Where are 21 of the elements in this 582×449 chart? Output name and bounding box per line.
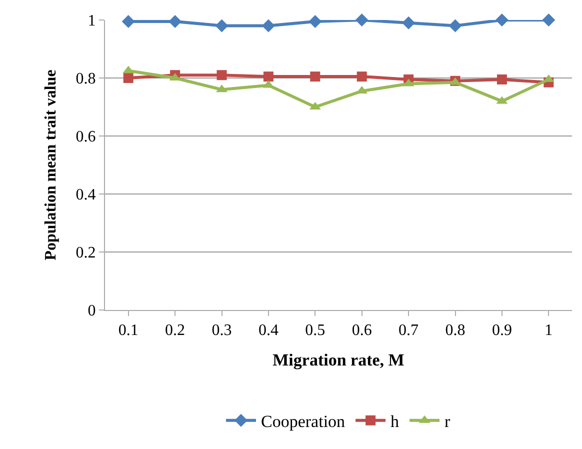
x-tick-label: 1 — [544, 322, 553, 340]
x-axis-title: Migration rate, M — [272, 350, 404, 370]
y-tick-label: 0.4 — [76, 186, 96, 204]
x-tick-label: 0.9 — [492, 322, 512, 340]
x-tick-label: 0.4 — [258, 322, 278, 340]
y-tick-label: 0.6 — [76, 128, 96, 146]
x-tick-label: 0.5 — [305, 322, 326, 340]
x-tick-label: 0.3 — [212, 322, 232, 340]
x-tick-label: 0.7 — [398, 322, 419, 340]
legend-label: Cooperation — [261, 412, 346, 431]
y-tick-label: 0.8 — [76, 70, 96, 88]
legend-label: h — [390, 412, 400, 431]
x-tick-label: 0.2 — [165, 322, 186, 340]
x-tick-label: 0.6 — [352, 322, 372, 340]
x-tick-label: 0.8 — [445, 322, 466, 340]
y-tick-label: 0.2 — [76, 244, 96, 262]
legend-label: r — [444, 412, 451, 431]
y-tick-label: 1 — [88, 12, 96, 30]
x-tick-label: 0.1 — [118, 322, 138, 340]
y-tick-label: 0 — [88, 302, 96, 320]
y-axis-title: Population mean trait value — [42, 70, 60, 260]
